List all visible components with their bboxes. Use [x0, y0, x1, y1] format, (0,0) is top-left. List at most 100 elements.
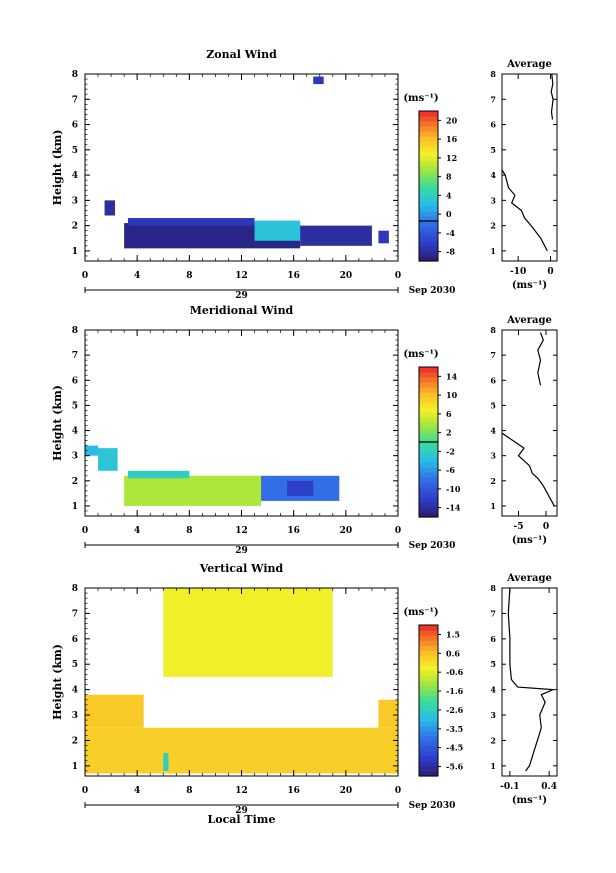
- colorbar-segment: [419, 720, 438, 727]
- colorbar-segment: [419, 700, 438, 707]
- colorbar-segment: [419, 660, 438, 666]
- colorbar-segment: [419, 665, 438, 671]
- data-cell: [128, 470, 190, 479]
- y-axis-label: Height (km): [51, 644, 64, 720]
- colorbar-segment: [419, 176, 438, 182]
- colorbar-segment: [419, 690, 438, 697]
- colorbar-segment: [419, 367, 438, 373]
- average-y-tick-label: 5: [490, 659, 496, 669]
- y-tick-label: 5: [72, 401, 78, 411]
- average-y-tick-label: 6: [490, 375, 496, 385]
- colorbar-segment: [419, 452, 438, 458]
- average-y-tick-label: 3: [490, 195, 496, 205]
- y-tick-label: 3: [72, 452, 78, 462]
- colorbar-segment: [419, 750, 438, 757]
- colorbar-segment: [419, 492, 438, 498]
- data-cell: [378, 230, 389, 244]
- colorbar-segment: [419, 191, 438, 197]
- x-tick-label: 12: [235, 526, 248, 536]
- y-tick-label: 3: [72, 196, 78, 206]
- date-label: 29: [235, 291, 248, 301]
- colorbar-segment: [419, 512, 438, 518]
- x-tick-label: 0: [82, 786, 88, 796]
- average-title: Average: [506, 59, 552, 70]
- colorbar-segment: [419, 156, 438, 162]
- colorbar-segment: [419, 457, 438, 463]
- x-tick-label: 8: [186, 526, 192, 536]
- y-tick-label: 8: [72, 326, 78, 336]
- x-tick-label: 16: [287, 271, 300, 281]
- month-label: Sep 2030: [409, 286, 456, 296]
- colorbar-segment: [419, 251, 438, 257]
- colorbar-segment: [419, 482, 438, 488]
- x-tick-label: 12: [235, 271, 248, 281]
- x-tick-label: 20: [340, 786, 353, 796]
- average-profile-line: [501, 169, 548, 252]
- x-tick-label: 4: [134, 271, 140, 281]
- average-x-axis-label: (ms⁻¹): [512, 795, 547, 806]
- colorbar-segment: [419, 507, 438, 513]
- colorbar-tick-label: 2: [446, 428, 452, 438]
- average-frame: [501, 73, 558, 262]
- average-y-tick-label: 6: [490, 120, 496, 130]
- colorbar-segment: [419, 226, 438, 232]
- y-tick-label: 5: [72, 146, 78, 156]
- colorbar-tick-label: 1.5: [446, 629, 460, 639]
- average-y-tick-label: 1: [490, 761, 496, 771]
- average-y-tick-label: 1: [490, 501, 496, 511]
- colorbar-tick-label: -4.5: [446, 743, 463, 753]
- colorbar-segment: [419, 760, 438, 767]
- average-y-tick-label: 7: [490, 608, 496, 618]
- colorbar-segment: [419, 211, 438, 217]
- x-tick-label: 16: [287, 786, 300, 796]
- colorbar-segment: [419, 625, 438, 631]
- data-cell: [163, 753, 169, 771]
- date-label: 29: [235, 806, 248, 816]
- y-tick-label: 1: [72, 247, 78, 257]
- y-tick-label: 2: [72, 222, 78, 232]
- colorbar-segment: [419, 131, 438, 137]
- data-cell: [287, 480, 314, 496]
- average-x-tick-label: -5: [514, 522, 524, 532]
- colorbar-segment: [419, 675, 438, 681]
- colorbar-segment: [419, 402, 438, 408]
- colorbar-segment: [419, 151, 438, 157]
- average-y-tick-label: 4: [490, 426, 496, 436]
- average-profile-line: [507, 587, 554, 772]
- colorbar-segment: [419, 655, 438, 661]
- colorbar-tick-label: 6: [446, 409, 452, 419]
- x-axis-label: Local Time: [208, 813, 276, 826]
- colorbar-segment: [419, 640, 438, 646]
- colorbar-segment: [419, 136, 438, 142]
- x-tick-label: 8: [186, 786, 192, 796]
- data-cell: [300, 225, 372, 246]
- colorbar-segment: [419, 387, 438, 393]
- colorbar-segment: [419, 392, 438, 398]
- colorbar-segment: [419, 231, 438, 237]
- data-cell: [128, 218, 255, 226]
- y-tick-label: 6: [72, 121, 78, 131]
- data-cell: [98, 448, 118, 471]
- colorbar-segment: [419, 715, 438, 722]
- colorbar-tick-label: -5.6: [446, 762, 464, 772]
- colorbar-segment: [419, 695, 438, 702]
- colorbar-segment: [419, 710, 438, 717]
- colorbar-segment: [419, 116, 438, 122]
- average-x-tick-label: -10: [510, 267, 526, 277]
- x-tick-label: 20: [340, 526, 353, 536]
- colorbar-segment: [419, 502, 438, 508]
- y-tick-label: 2: [72, 477, 78, 487]
- y-tick-label: 4: [72, 686, 78, 696]
- colorbar-segment: [419, 216, 438, 222]
- y-axis-label: Height (km): [51, 385, 64, 461]
- colorbar-segment: [419, 472, 438, 478]
- average-y-tick-label: 2: [490, 221, 496, 231]
- average-y-tick-label: 5: [490, 145, 496, 155]
- month-label: Sep 2030: [409, 541, 456, 551]
- colorbar-tick-label: -2.6: [446, 705, 464, 715]
- colorbar-tick-label: 12: [446, 153, 457, 163]
- x-tick-label: 0: [395, 786, 401, 796]
- data-cell: [85, 445, 99, 456]
- colorbar-segment: [419, 246, 438, 252]
